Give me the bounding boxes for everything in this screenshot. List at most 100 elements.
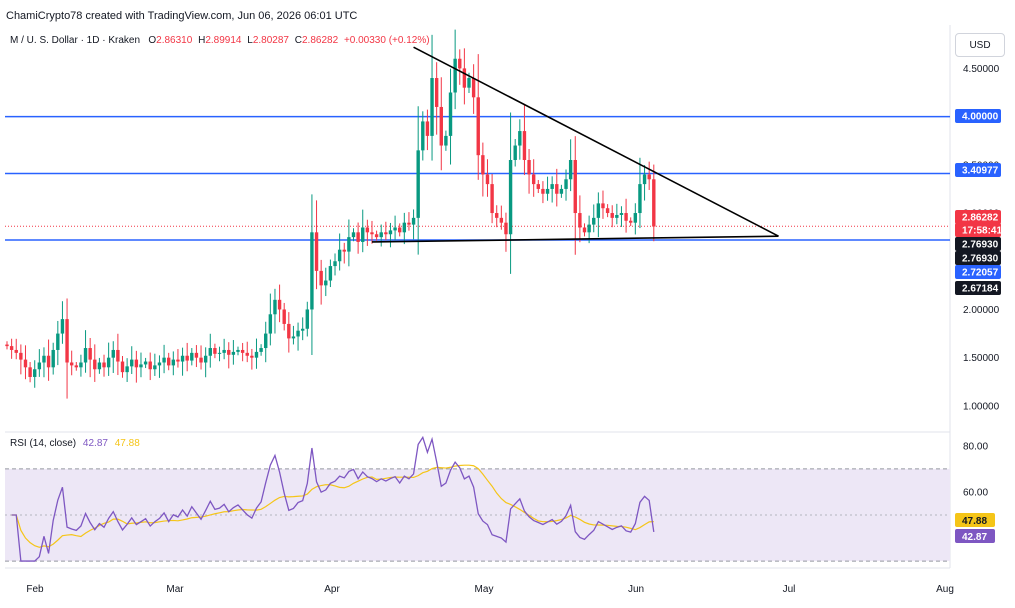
candle-body [305,309,309,329]
price-badge-label: 2.76930 [962,240,999,251]
candle-body [28,367,32,377]
candle-body [467,78,471,88]
candle-body [596,203,601,218]
time-tick-label: Apr [324,584,340,595]
open-value: 2.86310 [156,35,193,46]
candle-body [268,314,273,334]
candle-body [199,357,203,363]
candle-body [130,359,134,367]
candle-body [624,213,628,221]
candle-body [97,362,102,370]
price-badge [955,251,1001,265]
price-badge-label: 2.86282 [962,213,999,224]
candle-body [462,68,467,88]
candle-body [430,78,434,136]
price-badge [955,163,1001,177]
rsi-ma-value: 47.88 [114,438,140,449]
candle-body [564,179,568,189]
candle-body [541,188,545,194]
candle-body [264,333,268,349]
candle-body [167,357,171,366]
high-value: 2.89914 [205,35,242,46]
candle-body [361,227,365,242]
candle-body [592,217,596,225]
candle-body [277,299,282,310]
rsi-ma-badge-label: 47.88 [962,516,987,527]
rsi-tick-label: 80.00 [963,441,988,452]
candle-body [652,179,656,227]
candle-body [143,361,148,365]
candle-body [33,369,37,377]
candle-body [69,362,74,366]
candle-body [384,232,388,235]
candle-body [134,359,139,368]
time-tick-label: May [475,584,494,595]
candle-body [619,213,624,215]
candle-body [282,309,286,324]
price-badge [955,223,1001,237]
candle-body [605,208,610,214]
candle-body [439,106,443,146]
candle-body [398,227,402,233]
candle-body [9,346,14,350]
candle-body [508,160,513,235]
rsi-tick-label: 60.00 [963,487,988,498]
candle-body [351,232,356,238]
candle-body [83,348,88,363]
candle-body [74,365,78,368]
price-badge [955,210,1001,224]
price-badge-label: 17:58:41 [962,226,1002,237]
candle-body [536,184,540,189]
time-tick-label: Jun [628,584,644,595]
candle-body [559,188,564,194]
candle-body [448,92,453,136]
candle-body [499,217,504,223]
candle-body [476,97,480,156]
price-tick-label: 1.50000 [963,353,1000,364]
candle-body [236,349,240,352]
candle-body [217,352,222,354]
rsi-legend: RSI (14, close) 42.87 47.88 [10,438,140,449]
candle-body [481,155,485,175]
high-label: H [198,35,206,46]
candle-body [444,135,448,146]
candle-body [222,349,226,353]
candle-body [642,174,647,185]
candle-body [407,222,411,225]
candle-body [411,217,416,225]
price-badge [955,265,1001,279]
candle-body [213,348,217,354]
candle-body [370,232,374,235]
candle-body [176,359,180,362]
candle-body [434,78,439,107]
candle-body [388,230,393,235]
candle-body [610,213,614,218]
price-badge-label: 4.00000 [962,112,999,123]
candle-body [106,357,111,368]
candle-body [259,348,263,352]
time-tick-label: Feb [26,584,44,595]
candle-body [23,359,28,368]
candle-body [88,348,92,360]
price-badge-label: 2.67184 [962,284,999,295]
candle-body [425,121,430,136]
candle-body [490,184,494,214]
candle-body [287,323,291,339]
candle-body [296,330,300,337]
candle-body [245,352,249,356]
candle-body [125,366,129,373]
price-badge-label: 2.76930 [962,254,999,265]
candles-group [5,29,656,399]
chart-credit: ChamiCrypto78 created with TradingView.c… [6,10,358,22]
candle-body [550,184,554,189]
candle-body [513,145,517,160]
candle-body [578,213,582,228]
candle-body [157,362,162,366]
currency-button[interactable]: USD [955,33,1005,57]
candle-body [522,131,527,160]
candle-body [14,349,18,353]
candle-body [190,352,194,361]
candle-body [337,249,342,262]
